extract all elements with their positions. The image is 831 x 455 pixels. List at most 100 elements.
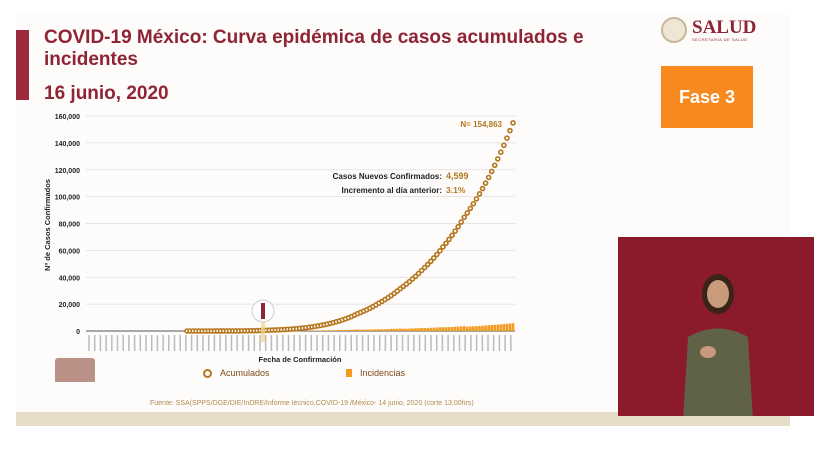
incidence-bar	[444, 327, 448, 331]
total-annotation: N= 154,863	[460, 120, 502, 129]
incidence-bar	[411, 328, 414, 331]
incidence-bar	[462, 326, 466, 331]
legend-circle-icon	[203, 368, 212, 378]
incidence-bar	[383, 329, 387, 331]
legend-label: Incidencias	[360, 368, 406, 378]
incidence-bar	[328, 330, 332, 331]
title-accent-bar	[16, 30, 29, 100]
incidence-bar	[408, 328, 411, 331]
incidence-bar	[325, 330, 329, 331]
incidence-bar	[481, 325, 484, 331]
new-cases-value: 4,599	[446, 171, 469, 181]
y-tick-label: 20,000	[59, 302, 81, 309]
cumulative-point	[449, 232, 455, 239]
cumulative-point	[461, 214, 468, 221]
y-tick-label: 160,000	[55, 114, 80, 121]
incidence-bar	[371, 329, 375, 331]
incidence-bar	[368, 329, 372, 331]
cumulative-point	[485, 174, 492, 181]
cumulative-point	[455, 223, 461, 230]
incidence-bar	[435, 327, 439, 331]
incidence-bar	[380, 329, 384, 331]
incidence-bar	[490, 325, 493, 331]
cumulative-point	[504, 135, 510, 141]
incidence-bar	[417, 328, 420, 331]
incidence-bar	[432, 327, 436, 331]
slide-title: COVID-19 México: Curva epidémica de caso…	[44, 27, 584, 70]
incidence-bar	[341, 330, 344, 331]
cumulative-point	[467, 205, 474, 212]
incidence-bar	[469, 326, 472, 331]
cumulative-point	[473, 196, 480, 202]
bottom-band	[16, 412, 790, 426]
cumulative-point	[488, 168, 495, 175]
incidence-bar	[453, 326, 457, 331]
incidence-bar	[414, 328, 417, 331]
incidence-bar	[398, 328, 402, 331]
incidence-bar	[502, 324, 506, 331]
incidence-bar	[395, 328, 399, 331]
incidence-bar	[420, 327, 423, 331]
incidence-bar	[331, 330, 335, 331]
y-tick-label: 140,000	[55, 141, 80, 148]
incidence-bar	[353, 329, 356, 331]
cumulative-point	[446, 236, 452, 243]
incidence-bar	[441, 327, 445, 331]
cumulative-point	[464, 210, 471, 216]
source-note: Fuente: SSA(SPPS/DGE/DIE/InDRE/Informe t…	[150, 400, 474, 407]
incidence-bar	[499, 324, 503, 331]
y-tick-label: 0	[76, 329, 80, 336]
cumulative-point	[424, 261, 431, 268]
incidence-bar	[362, 329, 366, 331]
new-cases-label: Casos Nuevos Confirmados:	[333, 172, 442, 181]
incidence-bar	[359, 329, 362, 331]
incidence-bar	[450, 326, 454, 331]
cumulative-point	[501, 142, 507, 149]
logo-subtext: SECRETARÍA DE SALUD	[692, 36, 748, 42]
cumulative-point	[482, 180, 489, 186]
incidence-bar	[386, 329, 390, 331]
cumulative-point	[427, 258, 434, 265]
slide-date: 16 junio, 2020	[44, 83, 169, 104]
interpreter-figure	[683, 274, 753, 416]
incidence-bar	[334, 330, 338, 331]
incidence-bar	[322, 330, 326, 331]
incidence-bar	[344, 329, 347, 331]
cumulative-point	[510, 120, 516, 126]
incidence-bar	[402, 328, 405, 331]
incidence-bar	[496, 324, 500, 331]
incidence-bar	[511, 323, 515, 331]
incidence-bar	[313, 330, 317, 331]
cumulative-point	[491, 162, 498, 169]
y-axis-label: Nº de Casos Confirmados	[43, 179, 52, 271]
incidence-bar	[429, 327, 433, 331]
incidence-bar	[484, 325, 487, 331]
incidence-bar	[374, 329, 378, 331]
logo-text: SALUD	[692, 16, 757, 38]
incidence-bar	[508, 323, 512, 331]
phase-badge: Fase 3	[661, 66, 753, 128]
y-tick-label: 60,000	[59, 248, 81, 255]
incidence-bar	[389, 328, 393, 331]
cumulative-point	[470, 200, 477, 207]
cumulative-point	[421, 264, 428, 271]
y-tick-label: 100,000	[55, 195, 80, 202]
legend-square-icon	[346, 369, 352, 377]
cumulative-point	[494, 156, 501, 162]
increase-value: 3.1%	[446, 185, 466, 195]
incidence-bar	[347, 329, 350, 331]
incidence-bar	[405, 328, 408, 331]
incidence-bar	[487, 325, 490, 331]
incidence-bar	[365, 329, 369, 331]
phase-marker-icon	[251, 299, 275, 342]
increase-label: Incremento al día anterior:	[342, 186, 442, 195]
cumulative-point	[434, 251, 440, 258]
incidence-bar	[472, 326, 475, 331]
incidence-bar	[459, 326, 463, 331]
incidence-bar	[426, 327, 429, 331]
salud-logo: SALUD SECRETARÍA DE SALUD	[661, 17, 756, 43]
cumulative-point	[479, 185, 486, 192]
incidence-bar	[423, 328, 426, 331]
cumulative-point	[458, 219, 465, 225]
